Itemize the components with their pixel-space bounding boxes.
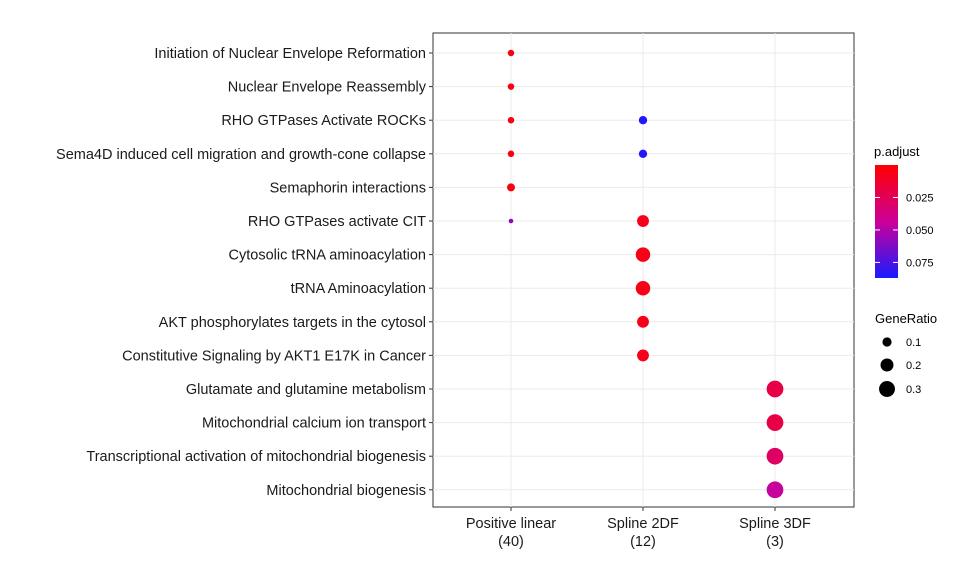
data-point (637, 349, 649, 362)
data-point (507, 116, 515, 124)
color-legend-label: 0.025 (906, 192, 934, 204)
size-legend: GeneRatio 0.1 0.2 0.3 (875, 311, 937, 397)
y-tick-label: Sema4D induced cell migration and growth… (56, 147, 426, 163)
data-point (637, 315, 649, 328)
size-legend-key (879, 381, 895, 397)
y-tick-label: Initiation of Nuclear Envelope Reformati… (154, 46, 426, 62)
x-tick-label: Positive linear (466, 516, 556, 532)
size-legend-key (882, 337, 892, 347)
x-tick-label-count: (12) (630, 534, 656, 550)
data-point (766, 414, 784, 431)
color-legend-title: p.adjust (874, 144, 920, 159)
x-tick-label: Spline 3DF (739, 516, 811, 532)
y-tick-label: Semaphorin interactions (270, 180, 426, 196)
y-tick-label: tRNA Aminoacylation (291, 281, 426, 297)
x-tick-label: Spline 2DF (607, 516, 679, 532)
y-tick-label: Mitochondrial calcium ion transport (202, 416, 426, 432)
size-legend-label: 0.2 (906, 360, 921, 372)
data-point (766, 481, 784, 499)
size-legend-key (880, 358, 894, 372)
data-point (507, 83, 515, 90)
data-point (507, 183, 515, 192)
y-tick-label: Transcriptional activation of mitochondr… (86, 449, 426, 465)
size-legend-label: 0.3 (906, 384, 921, 396)
y-tick-label: RHO GTPases activate CIT (248, 214, 426, 230)
data-point (638, 149, 648, 158)
size-legend-label: 0.1 (906, 337, 921, 349)
data-point (637, 215, 649, 227)
size-legend-title: GeneRatio (875, 311, 937, 326)
data-point (635, 247, 651, 262)
x-tick-label-count: (3) (766, 534, 784, 550)
y-tick-label: Constitutive Signaling by AKT1 E17K in C… (122, 348, 426, 364)
y-axis: Initiation of Nuclear Envelope Reformati… (56, 46, 433, 499)
data-point (508, 218, 514, 224)
data-point (635, 280, 651, 296)
color-legend: p.adjust 0.025 0.050 0.075 (874, 144, 934, 278)
color-legend-label: 0.075 (906, 257, 934, 269)
y-tick-label: Glutamate and glutamine metabolism (186, 382, 426, 398)
y-tick-label: Nuclear Envelope Reassembly (228, 80, 427, 96)
data-point (507, 49, 515, 57)
data-point (507, 150, 515, 158)
y-tick-label: AKT phosphorylates targets in the cytoso… (159, 315, 426, 331)
data-point (766, 447, 784, 465)
x-axis: Positive linear (40) Spline 2DF (12) Spline … (466, 507, 811, 550)
color-legend-bar (875, 165, 898, 278)
data-points (507, 49, 784, 499)
y-tick-label: Cytosolic tRNA aminoacylation (229, 248, 426, 264)
x-tick-label-count: (40) (498, 534, 524, 550)
color-legend-label: 0.050 (906, 225, 934, 237)
y-tick-label: RHO GTPases Activate ROCKs (221, 113, 426, 129)
y-tick-label: Mitochondrial biogenesis (266, 483, 426, 499)
data-point (638, 116, 648, 125)
data-point (766, 380, 784, 398)
